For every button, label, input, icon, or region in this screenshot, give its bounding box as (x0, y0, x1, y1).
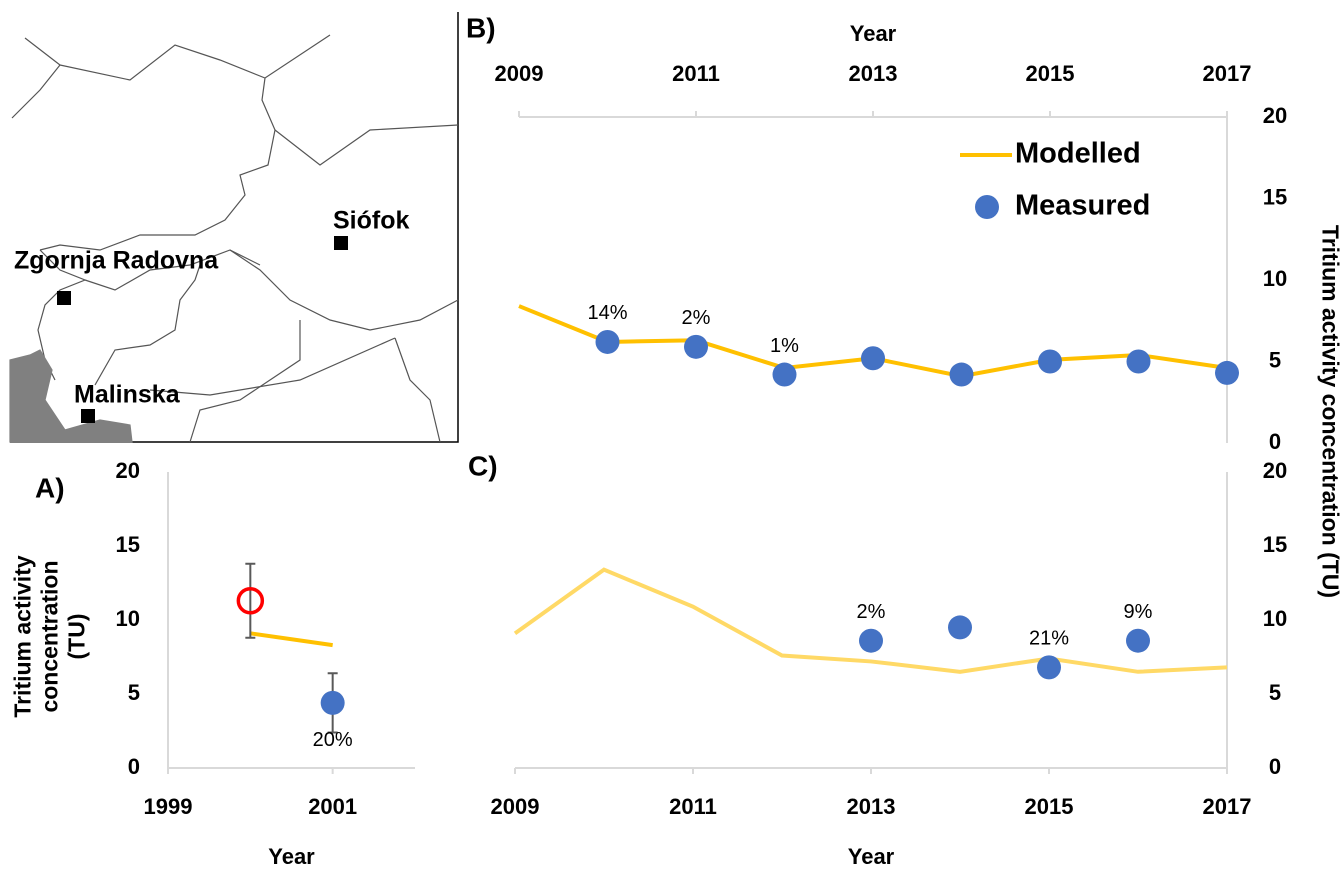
data-point (948, 615, 972, 640)
place-marker (57, 291, 71, 305)
border-line (274, 124, 459, 166)
legend-label: Measured (1015, 190, 1150, 222)
data-point (1126, 628, 1150, 653)
y-tick-label: 0 (1269, 429, 1281, 454)
x-tick-label: 2017 (1203, 794, 1252, 819)
series-line (513, 567, 1228, 674)
x-tick-label: 2017 (1203, 61, 1252, 86)
y-tick-label: 20 (116, 458, 140, 483)
legend-label: Modelled (1015, 138, 1141, 170)
point-label: 21% (1029, 628, 1069, 650)
x-tick-label: 2009 (495, 61, 544, 86)
y-tick-label: 0 (128, 754, 140, 779)
y-tick-label: 5 (128, 680, 140, 705)
map (9, 12, 459, 443)
border-line (59, 34, 331, 81)
data-point (772, 362, 797, 387)
point-label: 9% (1124, 601, 1153, 623)
panel-label: B) (466, 12, 496, 43)
x-axis-label: Year (850, 21, 897, 46)
y-axis-label: Tritium activity concentration (TU) (1317, 224, 1343, 599)
border-line (94, 264, 201, 386)
x-axis-label: Year (268, 844, 315, 869)
x-tick-label: 1999 (144, 794, 193, 819)
map-border (10, 12, 459, 443)
data-point (684, 334, 708, 359)
border-line (11, 37, 61, 119)
y-tick-label: 15 (1263, 184, 1287, 209)
sea-area (9, 349, 133, 443)
data-point (949, 362, 974, 387)
y-axis-label: Tritium activity concentration (TU) (9, 555, 90, 718)
y-tick-label: 15 (1263, 532, 1287, 557)
data-point (1215, 360, 1239, 385)
place-label: Zgornja Radovna (14, 247, 219, 275)
x-tick-label: 2015 (1025, 794, 1074, 819)
x-tick-label: 2009 (491, 794, 540, 819)
y-tick-label: 0 (1269, 754, 1281, 779)
x-tick-label: 2013 (849, 61, 898, 86)
error-bar (245, 562, 256, 639)
data-point (1126, 349, 1151, 374)
y-tick-label: 5 (1269, 347, 1281, 372)
y-tick-label: 10 (116, 606, 140, 631)
data-point (1038, 349, 1062, 374)
y-tick-label: 20 (1263, 103, 1287, 128)
data-point (595, 329, 620, 354)
y-tick-label: 5 (1269, 680, 1281, 705)
panel-label: C) (468, 450, 498, 481)
y-tick-label: 10 (1263, 606, 1287, 631)
border-line (189, 249, 301, 443)
panel-label: A) (35, 472, 65, 503)
y-tick-label: 15 (116, 532, 140, 557)
data-point (320, 690, 345, 715)
place-marker (334, 236, 348, 250)
x-axis-label: Year (848, 844, 895, 869)
point-label: 1% (770, 335, 799, 357)
border-line (37, 249, 87, 381)
x-tick-label: 2011 (669, 794, 717, 819)
place-label: Siófok (333, 207, 409, 235)
place-label: Malinska (74, 381, 181, 409)
series-line (250, 631, 333, 648)
border-line (394, 337, 441, 443)
point-label: 2% (857, 601, 886, 623)
y-tick-label: 20 (1263, 458, 1287, 483)
place-marker (81, 409, 95, 423)
data-point (861, 346, 885, 371)
data-point (1037, 655, 1061, 680)
point-label: 20% (313, 729, 353, 751)
legend-swatch (975, 195, 999, 219)
point-label: 2% (682, 307, 711, 329)
y-tick-label: 10 (1263, 266, 1287, 291)
data-point (859, 628, 883, 653)
point-label: 14% (587, 302, 627, 324)
x-tick-label: 2015 (1026, 61, 1075, 86)
border-line (39, 77, 276, 251)
border-line (84, 249, 459, 331)
data-point (236, 587, 265, 615)
border-line (149, 337, 396, 396)
x-tick-label: 2001 (308, 794, 357, 819)
x-tick-label: 2013 (847, 794, 896, 819)
x-tick-label: 2011 (672, 61, 720, 86)
